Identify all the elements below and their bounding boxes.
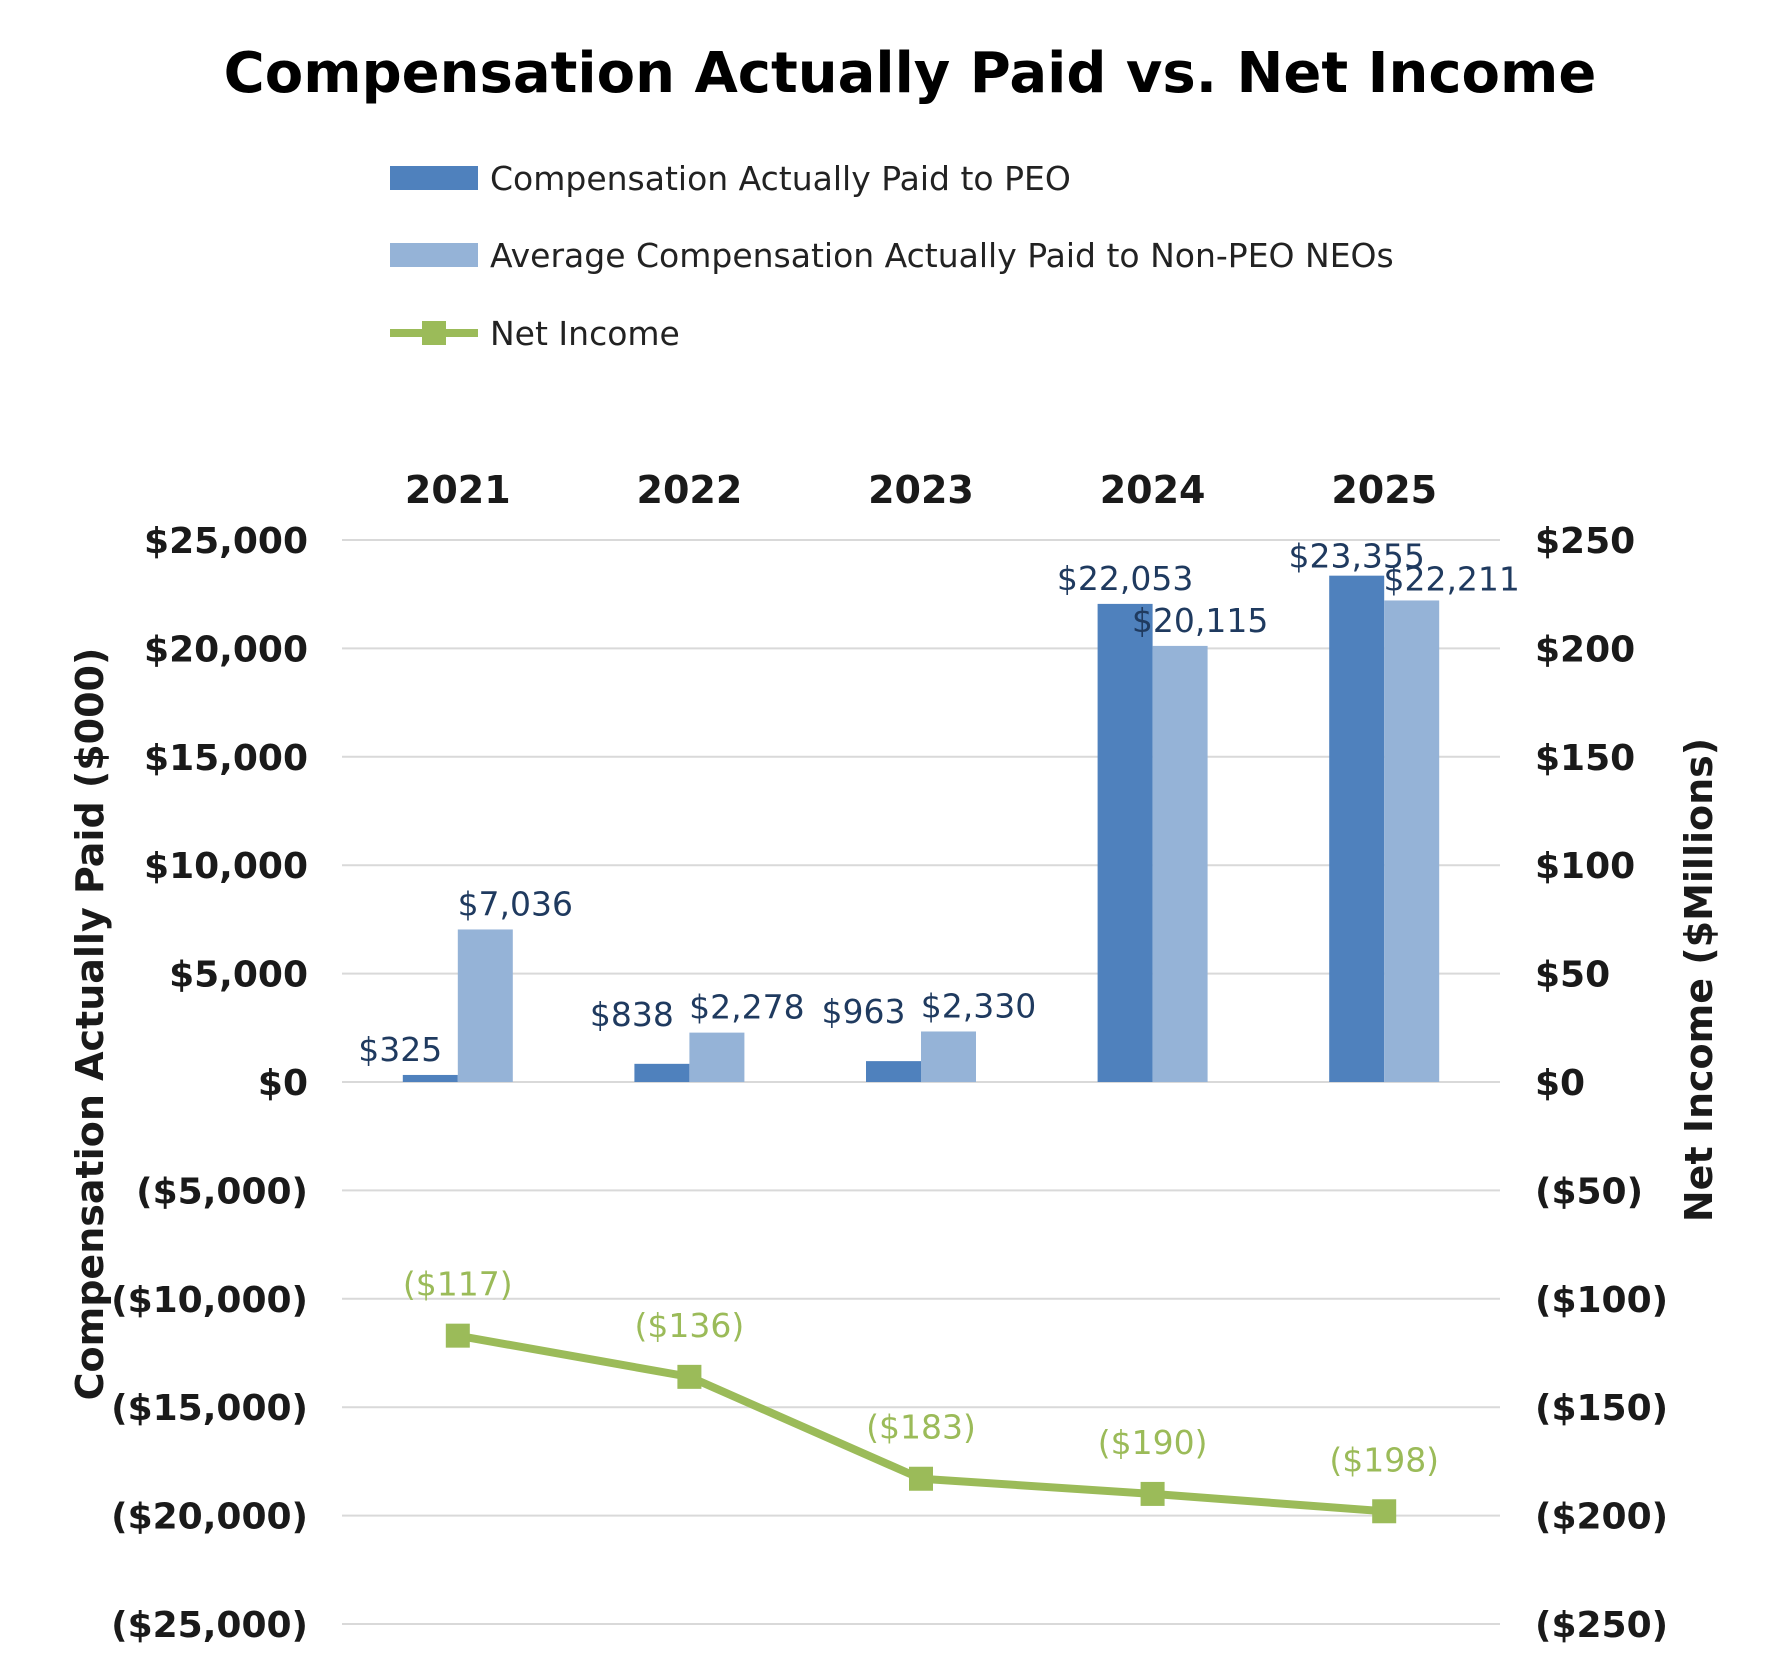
bar-value-label: $22,211	[1383, 559, 1519, 598]
net-income-value-label: ($183)	[866, 1408, 976, 1447]
category-label: 2021	[405, 468, 511, 512]
left-tick-label: $10,000	[144, 846, 308, 887]
net-income-point-2024	[1140, 1481, 1165, 1506]
bar-peo-2025	[1329, 575, 1385, 1082]
bar-peo-2022	[634, 1063, 690, 1082]
category-labels: 2021 2022 2023 2024 2025	[405, 468, 1437, 512]
left-tick-label: ($25,000)	[111, 1605, 308, 1646]
net-income-labels: ($117) ($136) ($183) ($190) ($198)	[403, 1265, 1439, 1480]
net-income-line	[445, 1323, 1397, 1524]
left-tick-label: $25,000	[144, 521, 308, 562]
right-tick-label: ($250)	[1535, 1605, 1668, 1646]
bars	[402, 575, 1440, 1082]
left-tick-label: ($10,000)	[111, 1280, 308, 1321]
bar-peo-2021	[402, 1074, 458, 1082]
net-income-value-label: ($198)	[1329, 1440, 1439, 1479]
bar-value-label: $963	[822, 992, 906, 1031]
category-label: 2025	[1331, 468, 1437, 512]
left-axis-ticks: $25,000 $20,000 $15,000 $10,000 $5,000 $0 ($5,…	[111, 521, 308, 1646]
right-tick-label: ($150)	[1535, 1388, 1668, 1429]
legend-swatch-marker	[422, 321, 446, 345]
left-axis-title: Compensation Actually Paid ($000)	[68, 648, 112, 1401]
bar-value-label: $20,115	[1132, 601, 1268, 640]
bar-peo-2023	[866, 1061, 921, 1082]
category-label: 2022	[637, 468, 743, 512]
right-tick-label: $200	[1535, 629, 1635, 670]
bar-value-label: $7,036	[458, 884, 573, 923]
bar-value-label: $2,278	[689, 988, 804, 1027]
right-axis-ticks: $250 $200 $150 $100 $50 $0 ($50) ($100) ($150) ($…	[1535, 521, 1668, 1646]
legend-swatch-bar	[390, 243, 478, 267]
chart-title: Compensation Actually Paid vs. Net Incom…	[224, 41, 1597, 106]
right-tick-label: $150	[1535, 738, 1635, 779]
gridlines	[342, 539, 1500, 1625]
net-income-value-label: ($190)	[1098, 1423, 1208, 1462]
legend-label: Compensation Actually Paid to PEO	[490, 159, 1071, 198]
left-tick-label: ($5,000)	[136, 1171, 308, 1212]
legend-label: Net Income	[490, 314, 680, 353]
right-tick-label: $250	[1535, 521, 1635, 562]
bar-non-peo-2024	[1152, 645, 1208, 1082]
net-income-point-2022	[677, 1364, 702, 1389]
left-tick-label: $0	[258, 1063, 308, 1104]
bar-value-label: $2,330	[921, 986, 1036, 1025]
bar-labels: $325 $838 $963 $22,053 $23,355 $7,036 $2,278 $2…	[358, 537, 1520, 1069]
bar-non-peo-2022	[689, 1032, 745, 1082]
legend-label: Average Compensation Actually Paid to No…	[490, 236, 1394, 275]
right-tick-label: $0	[1535, 1063, 1585, 1104]
left-tick-label: $5,000	[169, 955, 308, 996]
bar-value-label: $22,053	[1057, 559, 1193, 598]
bar-value-label: $23,355	[1288, 537, 1424, 576]
right-tick-label: ($200)	[1535, 1497, 1668, 1538]
left-tick-label: $20,000	[144, 629, 308, 670]
bar-peo-2024	[1097, 603, 1153, 1082]
net-income-point-2021	[445, 1323, 470, 1348]
net-income-value-label: ($136)	[635, 1306, 745, 1345]
bar-non-peo-2021	[457, 929, 513, 1082]
left-tick-label: $15,000	[144, 738, 308, 779]
left-tick-label: ($15,000)	[111, 1388, 308, 1429]
left-tick-label: ($20,000)	[111, 1497, 308, 1538]
right-tick-label: ($100)	[1535, 1280, 1668, 1321]
bar-value-label: $325	[358, 1030, 442, 1069]
net-income-value-label: ($117)	[403, 1265, 513, 1304]
net-income-point-2025	[1372, 1499, 1397, 1524]
bar-non-peo-2025	[1384, 600, 1440, 1082]
category-label: 2023	[868, 468, 974, 512]
legend-swatch-bar	[390, 166, 478, 190]
right-tick-label: $100	[1535, 846, 1635, 887]
legend: Compensation Actually Paid to PEO Average…	[390, 159, 1394, 353]
bar-non-peo-2023	[921, 1031, 976, 1082]
net-income-point-2023	[909, 1466, 933, 1491]
category-label: 2024	[1100, 468, 1206, 512]
right-tick-label: ($50)	[1535, 1171, 1643, 1212]
bar-value-label: $838	[590, 995, 674, 1034]
right-tick-label: $50	[1535, 955, 1610, 996]
right-axis-title: Net Income ($Millions)	[1677, 738, 1721, 1222]
